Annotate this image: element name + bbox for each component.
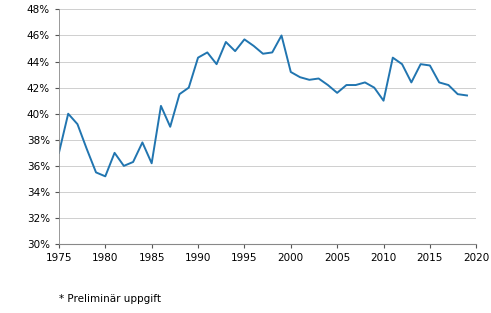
- Text: * Preliminär uppgift: * Preliminär uppgift: [59, 294, 161, 304]
